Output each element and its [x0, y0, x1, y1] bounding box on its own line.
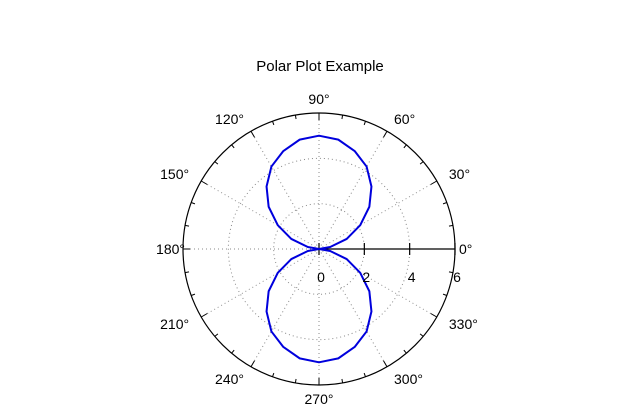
angle-tick-250 — [272, 372, 275, 377]
angle-label-330: 330° — [449, 316, 478, 332]
angle-tick-300 — [383, 360, 388, 368]
angle-tick-190 — [184, 271, 190, 274]
angle-tick-220 — [214, 333, 219, 337]
angle-tick-280 — [341, 378, 344, 384]
angle-tick-140 — [214, 161, 219, 165]
angle-tick-20 — [442, 202, 447, 205]
angle-tick-170 — [184, 224, 190, 227]
radial-label-2: 2 — [362, 269, 370, 285]
angle-tick-150 — [200, 180, 208, 185]
angle-grid-spoke-240 — [250, 248, 320, 368]
angle-label-300: 300° — [394, 371, 423, 387]
angle-tick-50 — [403, 144, 407, 149]
angle-label-210: 210° — [160, 316, 189, 332]
angle-grid-spoke-150 — [200, 180, 320, 250]
angle-tick-330 — [430, 313, 438, 318]
angle-label-150: 150° — [160, 166, 189, 182]
polar-axes — [182, 112, 456, 386]
angle-tick-70 — [363, 121, 366, 126]
angle-grid-spoke-210 — [200, 248, 320, 318]
angle-tick-350 — [448, 271, 454, 274]
angle-label-180: 180° — [156, 241, 185, 257]
angle-label-240: 240° — [215, 371, 244, 387]
angle-label-120: 120° — [215, 111, 244, 127]
angle-tick-240 — [250, 360, 255, 368]
angle-label-60: 60° — [394, 111, 415, 127]
angle-tick-120 — [250, 130, 255, 138]
series-line — [265, 134, 373, 364]
angle-tick-100 — [294, 114, 297, 120]
angle-tick-290 — [363, 372, 366, 377]
radial-label-4: 4 — [408, 269, 416, 285]
angle-tick-60 — [383, 130, 388, 138]
polar-labels: 0° 30° 60° 90° 120° 150° 180° 210° 240° 270° 300° 3… — [156, 91, 478, 407]
angle-tick-260 — [294, 378, 297, 384]
angle-grid-spoke-60 — [318, 130, 388, 250]
angle-tick-310 — [403, 349, 407, 354]
angle-label-30: 30° — [449, 166, 470, 182]
angle-tick-10 — [448, 224, 454, 227]
angle-tick-80 — [341, 114, 344, 120]
angle-tick-200 — [191, 293, 196, 296]
angle-tick-160 — [191, 202, 196, 205]
angle-label-0: 0° — [459, 241, 472, 257]
angle-tick-30 — [430, 180, 438, 185]
angle-tick-340 — [442, 293, 447, 296]
chart-title: Polar Plot Example — [256, 58, 384, 75]
radial-label-0: 0 — [317, 269, 325, 285]
radial-label-6: 6 — [453, 269, 461, 285]
angle-label-270: 270° — [305, 391, 334, 407]
angle-grid-spoke-30 — [318, 180, 438, 250]
angle-tick-320 — [419, 333, 424, 337]
angle-tick-40 — [419, 161, 424, 165]
angle-grid-spoke-120 — [250, 130, 320, 250]
angle-grid-spoke-300 — [318, 248, 388, 368]
angle-tick-230 — [231, 349, 235, 354]
polar-series — [265, 134, 373, 364]
angle-label-90: 90° — [308, 91, 329, 107]
angle-tick-110 — [272, 121, 275, 126]
angle-grid-spoke-330 — [318, 248, 438, 318]
angle-tick-210 — [200, 313, 208, 318]
angle-tick-130 — [231, 144, 235, 149]
